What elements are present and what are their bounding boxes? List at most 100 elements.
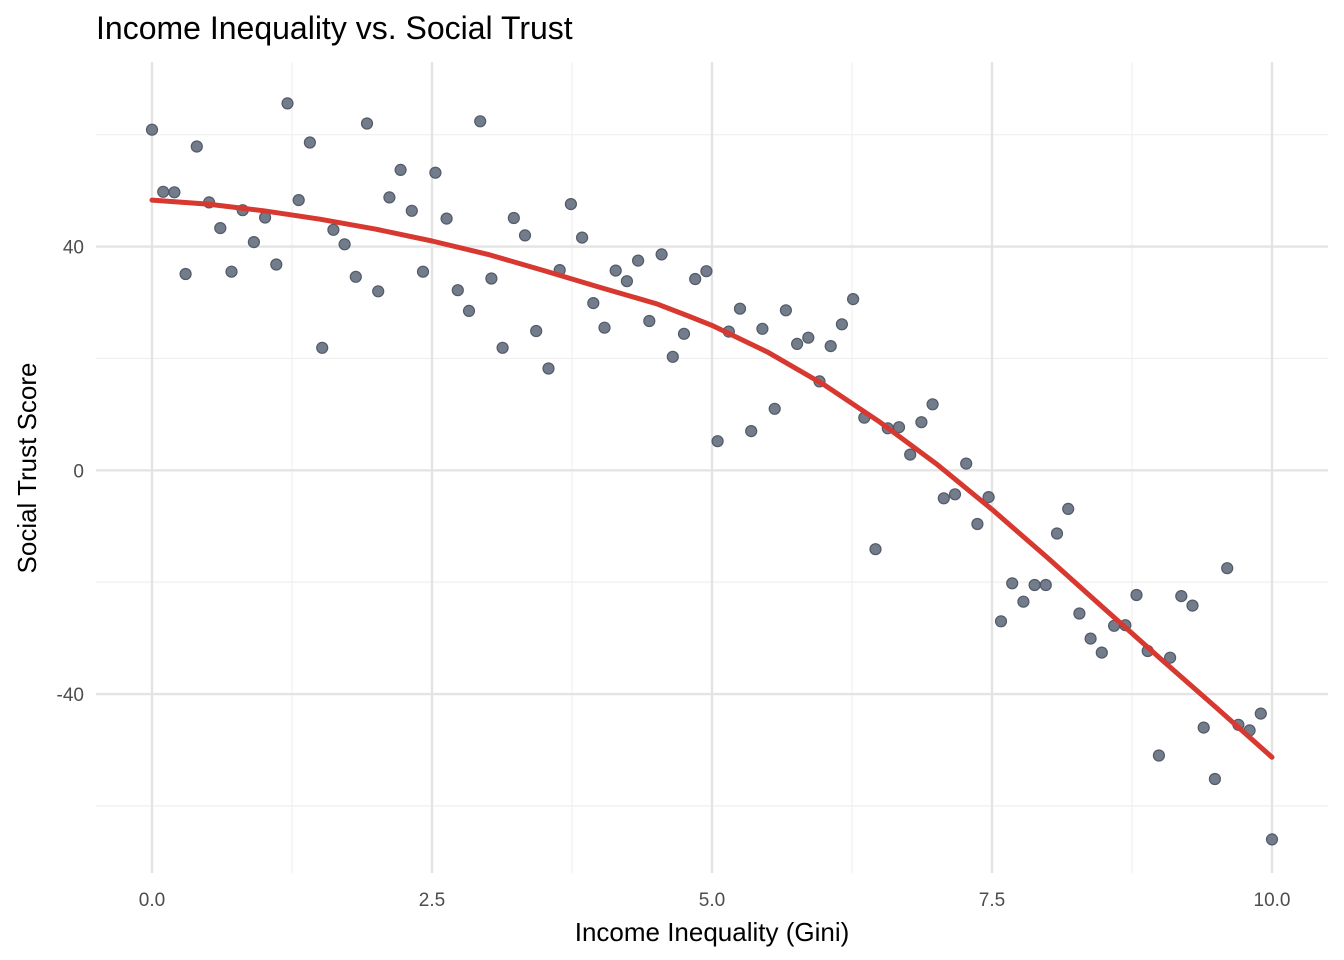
data-point — [225, 265, 238, 278]
data-point — [316, 341, 329, 354]
x-tick-label: 0.0 — [139, 890, 165, 911]
y-tick-label: 0 — [73, 461, 84, 482]
data-point — [1254, 707, 1267, 720]
y-tick-label: -40 — [57, 685, 84, 706]
data-point — [948, 488, 962, 501]
data-point — [190, 140, 203, 153]
data-point — [372, 285, 385, 298]
data-point — [824, 340, 837, 353]
x-tick-label: 2.5 — [419, 890, 445, 911]
data-point — [1265, 833, 1279, 846]
data-point — [474, 115, 487, 128]
data-point — [1084, 632, 1097, 645]
trend-line — [149, 197, 1275, 760]
x-tick-label: 7.5 — [979, 890, 1005, 911]
data-point — [745, 425, 758, 438]
data-point — [1095, 646, 1108, 659]
data-point — [518, 229, 532, 242]
data-point — [1197, 721, 1210, 734]
data-point — [1006, 577, 1019, 590]
data-point — [440, 212, 453, 225]
data-point — [530, 324, 543, 338]
data-point — [214, 222, 227, 235]
data-point — [1163, 651, 1177, 664]
data-point — [835, 318, 849, 331]
tick-labels: 0.0 2.5 5.0 7.5 10.0 -40 0 40 — [57, 238, 1291, 911]
data-point — [416, 265, 430, 278]
data-point — [677, 327, 691, 340]
data-point — [779, 304, 793, 317]
data-point — [1017, 595, 1030, 608]
data-point — [451, 284, 464, 297]
data-point — [1152, 749, 1166, 762]
data-point — [971, 517, 984, 531]
data-point — [937, 492, 950, 505]
data-point — [756, 322, 769, 335]
data-point — [507, 211, 520, 225]
data-point — [1028, 578, 1041, 592]
data-point — [292, 194, 305, 207]
data-point — [631, 254, 645, 267]
data-point — [338, 238, 351, 251]
x-axis-title: Income Inequality (Gini) — [575, 917, 850, 947]
grid-lines — [96, 62, 1328, 873]
data-point — [915, 416, 928, 429]
data-point — [383, 191, 396, 204]
data-point — [1130, 588, 1143, 602]
data-point — [485, 272, 498, 285]
data-point — [327, 223, 340, 236]
data-point — [1208, 772, 1222, 786]
data-point — [575, 231, 589, 244]
data-point — [462, 304, 476, 317]
data-point — [179, 267, 192, 281]
data-point — [904, 448, 917, 461]
data-point — [655, 248, 668, 261]
data-point — [1050, 527, 1064, 540]
data-point — [394, 163, 407, 176]
y-tick-label: 40 — [63, 238, 84, 259]
data-point — [157, 185, 170, 198]
data-point — [620, 275, 634, 288]
data-point — [542, 362, 555, 375]
data-point — [1175, 589, 1188, 603]
data-point — [1186, 599, 1199, 612]
data-point — [281, 97, 294, 110]
x-tick-label: 5.0 — [699, 890, 725, 911]
data-point — [429, 166, 442, 179]
data-point — [982, 491, 995, 504]
data-point — [869, 543, 882, 556]
data-point — [609, 264, 622, 277]
data-point — [926, 398, 939, 411]
data-point — [405, 204, 418, 217]
chart-title: Income Inequality vs. Social Trust — [96, 10, 573, 46]
data-point — [960, 457, 973, 470]
data-point — [270, 258, 283, 271]
data-point — [1039, 578, 1052, 592]
data-point — [168, 186, 181, 199]
data-point — [598, 321, 611, 334]
data-point — [145, 123, 159, 136]
data-point — [700, 265, 713, 278]
data-point — [892, 421, 906, 434]
data-point — [768, 402, 781, 415]
data-point — [994, 615, 1008, 628]
y-axis-title: Social Trust Score — [12, 363, 42, 574]
data-point — [790, 337, 804, 350]
data-point — [496, 341, 509, 354]
trend-line-layer — [149, 197, 1275, 760]
data-points — [145, 97, 1279, 846]
data-point — [711, 435, 724, 448]
data-point — [587, 297, 600, 310]
data-point — [802, 331, 815, 344]
data-point — [247, 236, 260, 249]
data-point — [564, 198, 578, 211]
data-point — [689, 272, 702, 286]
data-point — [303, 136, 316, 149]
data-point — [643, 314, 656, 328]
data-point — [1221, 562, 1234, 575]
data-point — [1073, 607, 1086, 620]
data-point — [666, 350, 679, 363]
data-point — [846, 293, 860, 306]
x-tick-label: 10.0 — [1254, 890, 1291, 911]
